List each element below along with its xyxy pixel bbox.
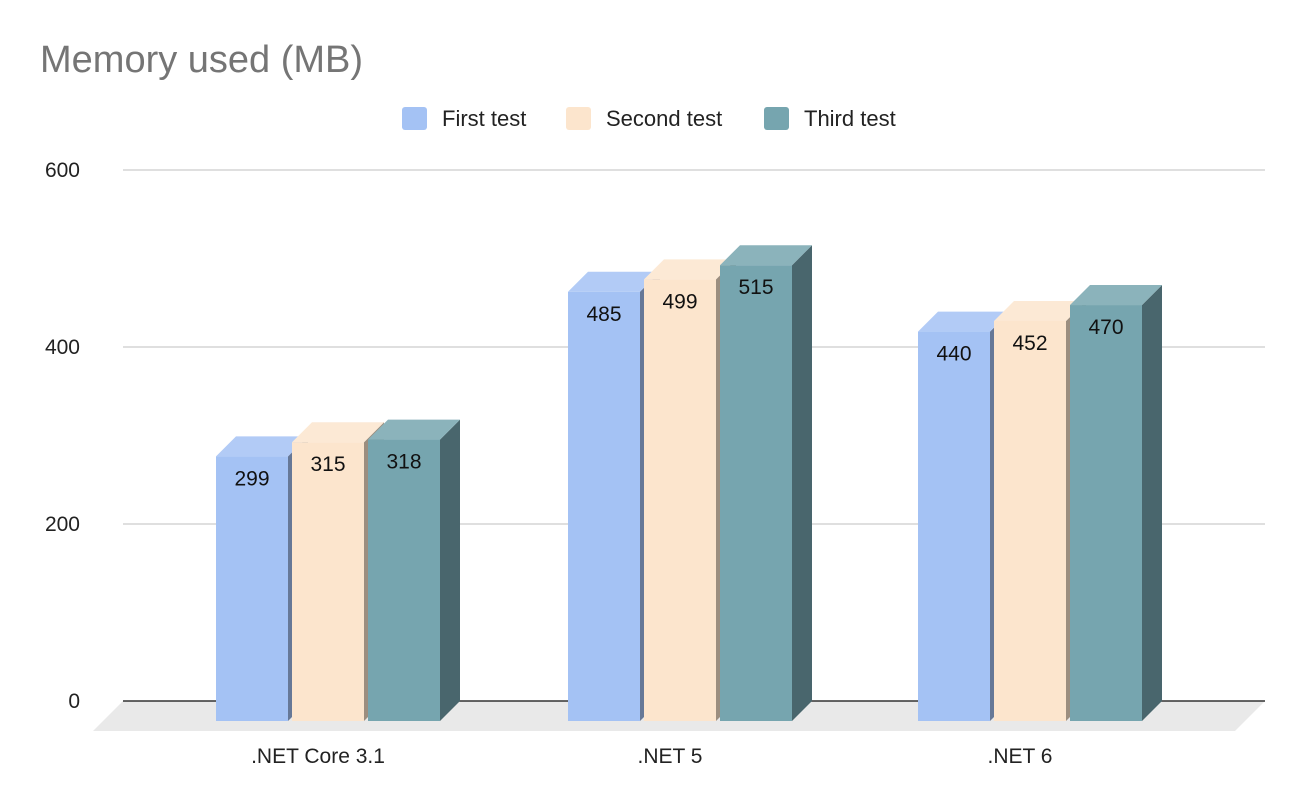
legend-label: Second test [606,106,722,131]
bar-top [720,245,812,266]
data-label: 299 [234,467,269,490]
legend-label: First test [442,106,526,131]
legend-item: First test [402,106,526,131]
bar [368,419,460,721]
bar-front [292,442,364,721]
data-label: 452 [1012,332,1047,355]
bar-front [994,320,1066,721]
bar-front [368,439,440,721]
bar-front [918,331,990,721]
bar-top [368,419,460,440]
bar-side [1142,285,1162,721]
bar-front [720,265,792,721]
data-label: 515 [738,276,773,299]
x-axis: .NET Core 3.1 .NET 5 .NET 6 [251,745,1052,768]
data-label: 499 [662,290,697,313]
legend-item: Third test [764,106,896,131]
bar-top [216,436,308,457]
data-label: 315 [310,453,345,476]
data-label: 440 [936,343,971,366]
bar-top [1070,285,1162,306]
bar-top [568,271,660,292]
bar [720,245,812,721]
x-tick-label: .NET Core 3.1 [251,745,385,768]
legend: First test Second test Third test [402,106,896,131]
bar-top [644,259,736,280]
legend-swatch [402,107,427,130]
bar-top [292,422,384,443]
y-tick-label: 400 [45,336,80,359]
bar [1070,285,1162,721]
legend-label: Third test [804,106,896,131]
y-tick-label: 600 [45,159,80,182]
legend-swatch [764,107,789,130]
data-labels: 299 315 318 485 499 515 440 452 470 [234,276,1123,490]
bar-front [1070,305,1142,721]
bar-front [568,291,640,721]
legend-swatch [566,107,591,130]
legend-item: Second test [566,106,722,131]
y-tick-label: 0 [68,690,80,713]
y-axis: 0 200 400 600 [45,159,80,713]
x-tick-label: .NET 6 [988,745,1053,768]
data-label: 485 [586,303,621,326]
bar-front [644,279,716,721]
data-label: 318 [386,451,421,474]
x-tick-label: .NET 5 [638,745,703,768]
bars [216,245,1162,721]
y-tick-label: 200 [45,513,80,536]
bar-top [918,311,1010,332]
chart-title: Memory used (MB) [40,39,363,81]
bar-front [216,456,288,721]
data-label: 470 [1088,316,1123,339]
bar-top [994,300,1086,321]
bar-side [792,245,812,721]
bar-side [440,419,460,721]
